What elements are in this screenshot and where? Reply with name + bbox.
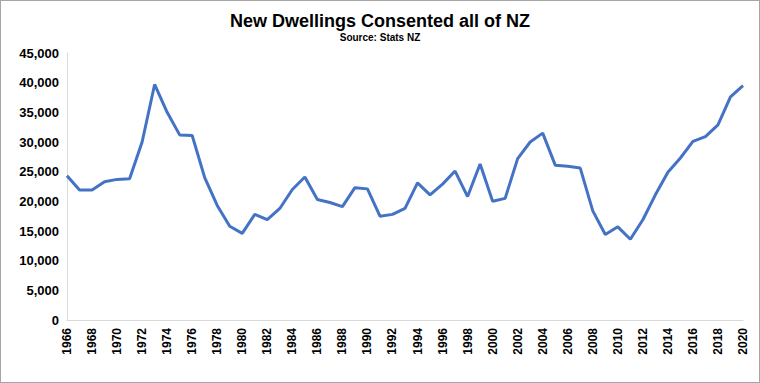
- svg-text:25,000: 25,000: [19, 164, 59, 179]
- svg-text:2000: 2000: [486, 328, 500, 355]
- svg-text:10,000: 10,000: [19, 253, 59, 268]
- svg-text:1966: 1966: [60, 328, 74, 355]
- svg-text:35,000: 35,000: [19, 105, 59, 120]
- svg-text:1980: 1980: [235, 328, 249, 355]
- svg-text:2006: 2006: [561, 328, 575, 355]
- svg-text:1986: 1986: [310, 328, 324, 355]
- svg-text:New Dwellings Consented all of: New Dwellings Consented all of NZ: [230, 11, 530, 31]
- svg-text:1984: 1984: [285, 328, 299, 355]
- svg-text:1988: 1988: [335, 328, 349, 355]
- svg-text:1972: 1972: [135, 328, 149, 355]
- svg-text:1974: 1974: [160, 328, 174, 355]
- svg-text:1978: 1978: [210, 328, 224, 355]
- svg-text:1992: 1992: [385, 328, 399, 355]
- svg-text:30,000: 30,000: [19, 135, 59, 150]
- svg-text:0: 0: [52, 313, 59, 328]
- svg-text:2002: 2002: [511, 328, 525, 355]
- svg-text:1990: 1990: [360, 328, 374, 355]
- svg-text:1998: 1998: [461, 328, 475, 355]
- svg-text:2020: 2020: [736, 328, 750, 355]
- svg-text:2018: 2018: [711, 328, 725, 355]
- svg-text:2010: 2010: [611, 328, 625, 355]
- svg-text:Source: Stats NZ: Source: Stats NZ: [340, 32, 421, 43]
- svg-text:5,000: 5,000: [26, 283, 59, 298]
- svg-text:2016: 2016: [686, 328, 700, 355]
- svg-text:15,000: 15,000: [19, 224, 59, 239]
- svg-text:20,000: 20,000: [19, 194, 59, 209]
- svg-text:40,000: 40,000: [19, 75, 59, 90]
- svg-text:1976: 1976: [185, 328, 199, 355]
- svg-text:2004: 2004: [536, 328, 550, 355]
- svg-text:1982: 1982: [260, 328, 274, 355]
- svg-text:1994: 1994: [411, 328, 425, 355]
- svg-text:2014: 2014: [661, 328, 675, 355]
- svg-text:1996: 1996: [436, 328, 450, 355]
- svg-text:45,000: 45,000: [19, 46, 59, 61]
- svg-text:2008: 2008: [586, 328, 600, 355]
- svg-text:1968: 1968: [85, 328, 99, 355]
- svg-text:2012: 2012: [636, 328, 650, 355]
- svg-text:1970: 1970: [110, 328, 124, 355]
